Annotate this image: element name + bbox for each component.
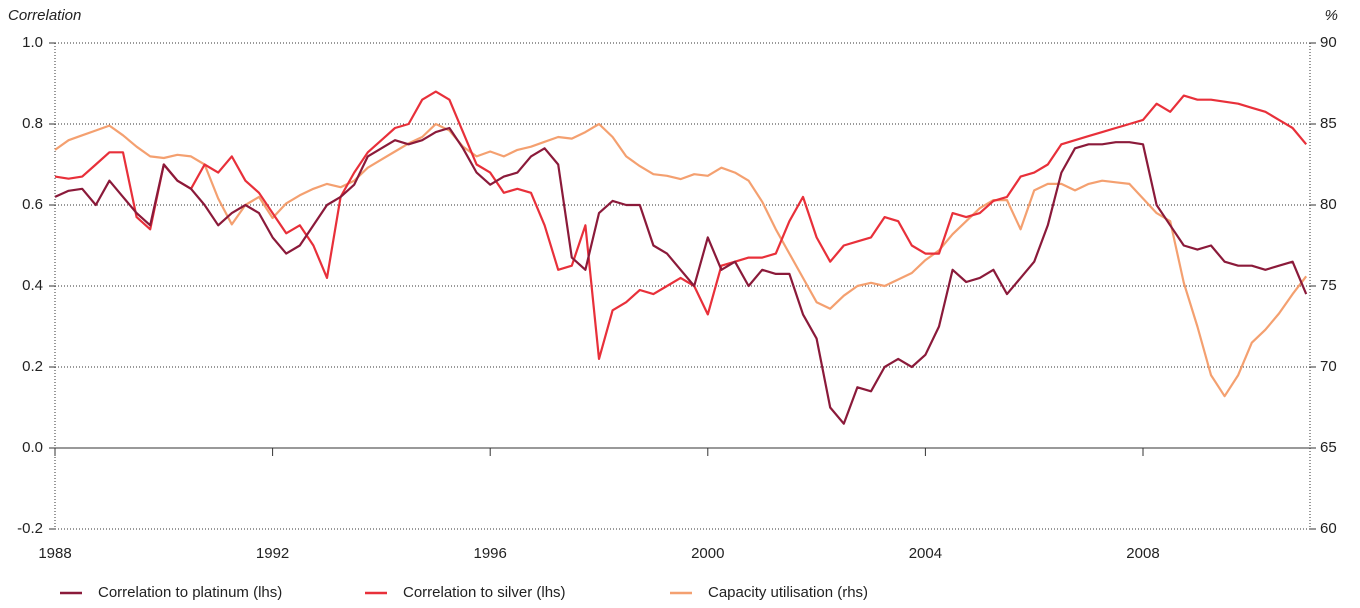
x-tick-label: 2008 xyxy=(1126,545,1159,562)
y-axis-title: Correlation xyxy=(8,7,81,24)
series-line xyxy=(54,122,1308,398)
y-tick-label: 1.0 xyxy=(22,34,43,51)
y-tick-label: 0.0 xyxy=(22,439,43,456)
y2-tick-label: 70 xyxy=(1320,358,1337,375)
y-tick-label: 0.4 xyxy=(22,277,43,294)
x-tick-label: 2004 xyxy=(909,545,942,562)
y-tick-label: 0.8 xyxy=(22,115,43,132)
y-tick-label: 0.6 xyxy=(22,196,43,213)
y2-tick-label: 90 xyxy=(1320,34,1337,51)
x-tick-label: 2000 xyxy=(691,545,724,562)
legend-label: Correlation to platinum (lhs) xyxy=(98,584,282,601)
y2-tick-label: 75 xyxy=(1320,277,1337,294)
y2-tick-label: 60 xyxy=(1320,520,1337,537)
series-line xyxy=(54,126,1308,425)
y2-tick-label: 85 xyxy=(1320,115,1337,132)
x-tick-label: 1988 xyxy=(38,545,71,562)
legend-label: Correlation to silver (lhs) xyxy=(403,584,566,601)
y2-tick-label: 80 xyxy=(1320,196,1337,213)
legend-label: Capacity utilisation (rhs) xyxy=(708,584,868,601)
y-tick-label: 0.2 xyxy=(22,358,43,375)
x-tick-label: 1996 xyxy=(474,545,507,562)
x-tick-label: 1992 xyxy=(256,545,289,562)
y2-axis-title: % xyxy=(1325,7,1338,24)
y-tick-label: -0.2 xyxy=(17,520,43,537)
series-line xyxy=(54,90,1308,360)
y2-tick-label: 65 xyxy=(1320,439,1337,456)
